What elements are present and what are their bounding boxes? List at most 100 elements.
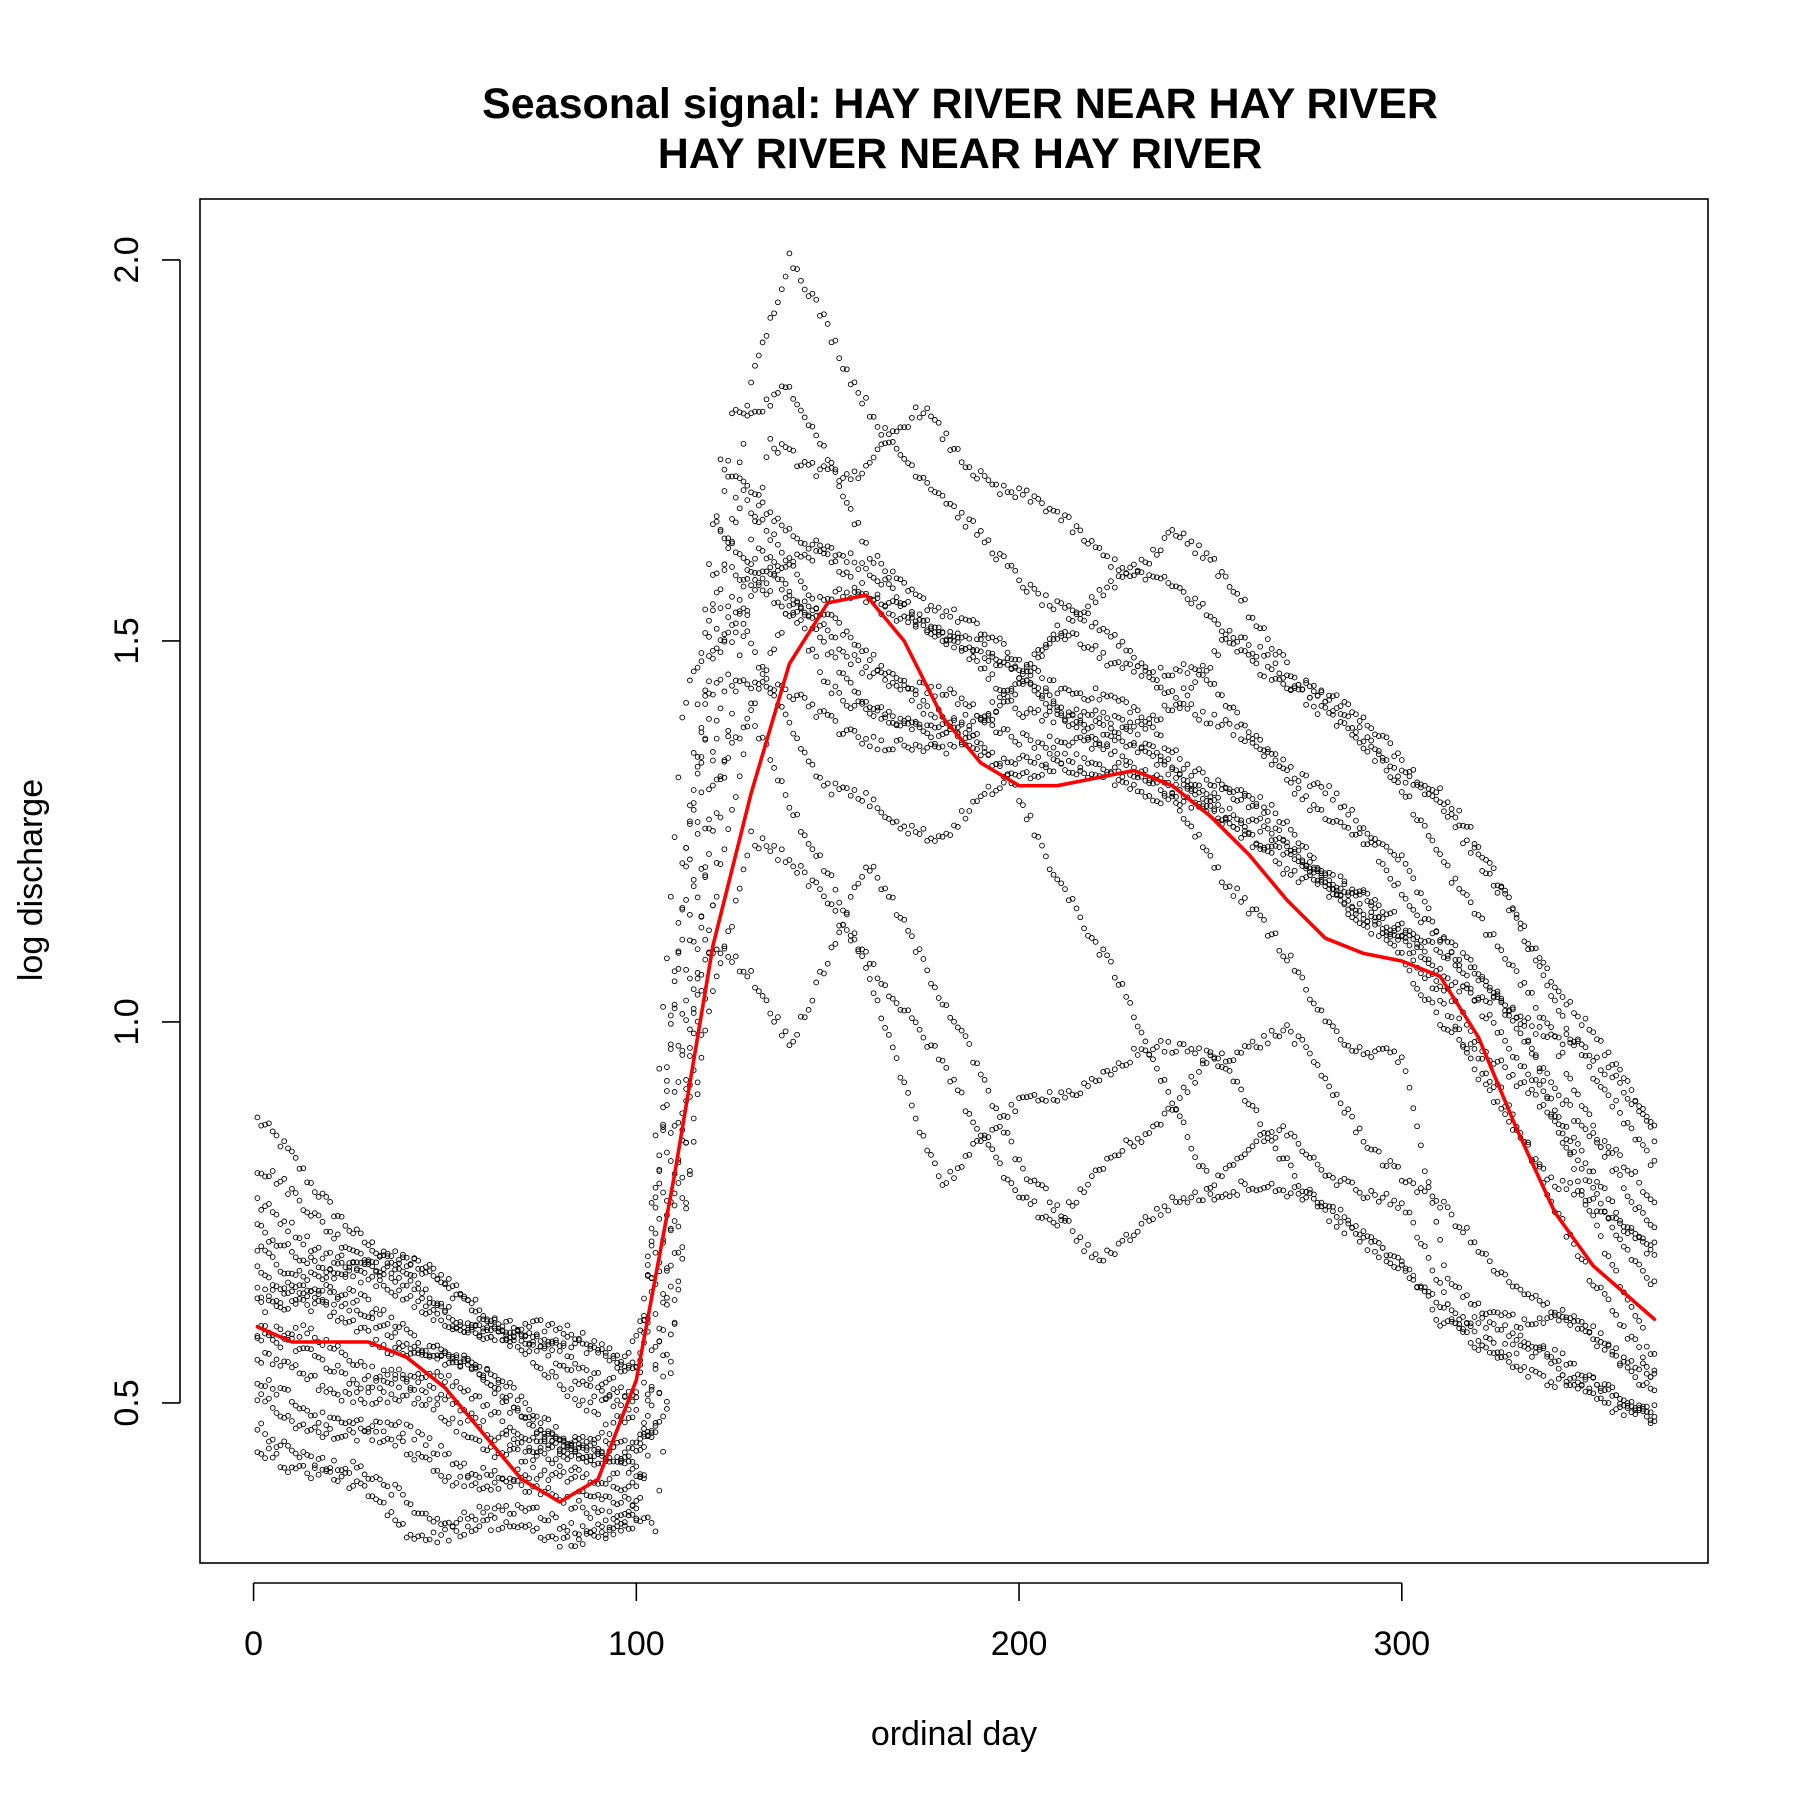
data-point (947, 1014, 954, 1021)
data-point (507, 1446, 513, 1453)
data-point (377, 1385, 383, 1391)
data-point (1054, 1097, 1061, 1104)
data-point (602, 1350, 609, 1356)
data-point (1065, 769, 1072, 776)
data-point (840, 784, 846, 791)
data-point (874, 704, 881, 711)
data-point (729, 538, 735, 545)
data-point (1154, 574, 1160, 581)
data-point (599, 1523, 605, 1530)
data-point (1597, 1038, 1604, 1044)
data-point (323, 1194, 330, 1200)
data-point (1150, 669, 1156, 675)
data-point (752, 518, 758, 524)
data-point (1150, 1056, 1156, 1063)
data-point (1150, 712, 1156, 719)
data-point (652, 1204, 659, 1211)
data-point (1119, 1237, 1126, 1244)
data-point (660, 1124, 666, 1130)
data-point (1318, 806, 1325, 813)
data-point (1238, 1178, 1244, 1185)
data-point (1628, 1398, 1635, 1405)
data-point (1199, 672, 1206, 678)
data-point (874, 578, 881, 585)
data-point (935, 724, 942, 731)
data-point (924, 479, 931, 486)
data-point (484, 1324, 490, 1331)
data-point (1184, 778, 1191, 784)
data-point (1169, 1194, 1176, 1201)
data-point (407, 1350, 414, 1357)
data-point (966, 808, 973, 814)
data-point (1337, 819, 1344, 826)
data-point (438, 1443, 444, 1449)
data-point (721, 945, 728, 952)
data-point (380, 1307, 387, 1313)
data-point (1509, 1364, 1516, 1371)
data-point (1601, 1250, 1608, 1257)
data-point (1008, 656, 1015, 662)
data-point (1624, 1224, 1631, 1231)
data-point (1452, 979, 1459, 986)
data-point (262, 1309, 268, 1316)
data-point (637, 1318, 644, 1325)
data-point (794, 535, 800, 542)
data-point (1314, 1161, 1321, 1168)
data-point (878, 809, 885, 816)
data-point (599, 1341, 605, 1347)
data-point (1448, 1211, 1455, 1218)
data-point (656, 1065, 663, 1072)
data-point (824, 679, 831, 686)
data-point (1004, 655, 1011, 662)
data-point (300, 1282, 307, 1289)
data-point (438, 1300, 444, 1307)
data-point (874, 707, 881, 714)
data-point (759, 516, 766, 523)
data-point (1414, 985, 1420, 992)
data-point (354, 1389, 360, 1395)
data-point (993, 1154, 999, 1161)
data-point (1226, 1058, 1233, 1064)
data-point (384, 1250, 391, 1257)
data-point (1268, 1027, 1275, 1034)
data-point (468, 1300, 475, 1307)
data-point (422, 1352, 429, 1359)
data-point (334, 1391, 341, 1398)
data-point (886, 1031, 892, 1038)
data-point (1578, 1147, 1585, 1154)
data-point (1062, 1094, 1068, 1101)
data-point (610, 1470, 617, 1477)
data-point (266, 1120, 272, 1127)
data-point (384, 1260, 391, 1267)
data-point (878, 1015, 885, 1022)
data-point (1460, 950, 1466, 956)
data-point (342, 1264, 349, 1271)
data-point (1284, 672, 1290, 679)
data-point (1176, 705, 1183, 712)
data-point (296, 1346, 303, 1352)
data-point (602, 1517, 609, 1524)
data-point (943, 430, 950, 437)
data-point (1364, 1049, 1371, 1056)
data-point (269, 1237, 276, 1244)
data-point (1176, 1199, 1183, 1205)
data-point (989, 653, 996, 660)
data-point (488, 1411, 494, 1418)
data-point (1016, 1156, 1022, 1163)
data-point (480, 1336, 487, 1342)
data-point (556, 1436, 563, 1443)
data-point (1123, 1062, 1130, 1068)
data-point (1586, 1385, 1593, 1392)
data-point (859, 538, 865, 545)
data-point (289, 1185, 295, 1192)
data-point (618, 1512, 624, 1519)
data-point (694, 701, 701, 708)
data-point (997, 1114, 1003, 1120)
data-point (1471, 1066, 1478, 1073)
data-point (522, 1414, 529, 1421)
data-point (442, 1396, 448, 1403)
data-point (342, 1370, 349, 1377)
data-point (782, 273, 789, 280)
data-point (1421, 822, 1428, 829)
data-point (843, 471, 850, 477)
